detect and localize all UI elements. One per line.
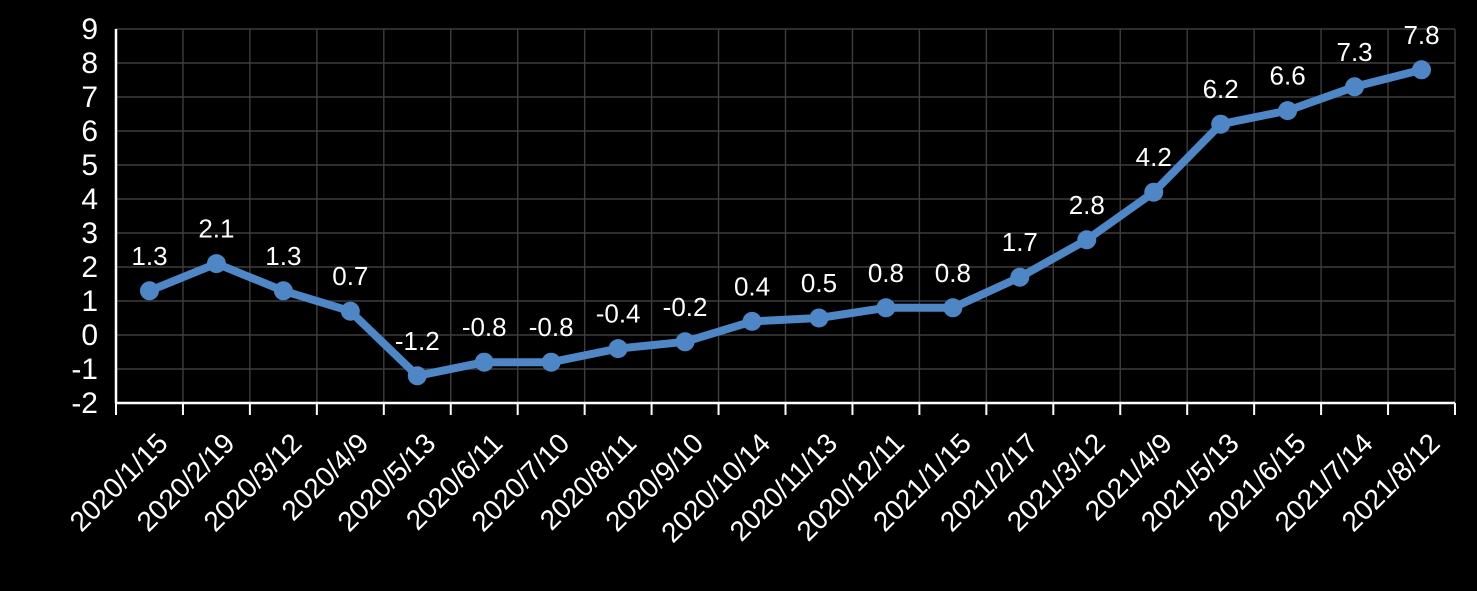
datapoint-label: 0.8 bbox=[868, 258, 904, 288]
data-point-marker bbox=[273, 281, 293, 301]
y-axis-tick-label: 0 bbox=[81, 319, 98, 352]
y-axis-tick-label: 9 bbox=[81, 13, 98, 46]
series-line bbox=[145, 65, 1426, 380]
datapoint-label: 0.5 bbox=[801, 268, 837, 298]
datapoint-label: 0.7 bbox=[332, 261, 368, 291]
data-point-marker bbox=[1345, 77, 1365, 97]
data-point-marker bbox=[474, 352, 494, 372]
data-point-marker bbox=[407, 366, 427, 386]
datapoint-label: -0.2 bbox=[663, 292, 708, 322]
datapoint-label: -0.4 bbox=[596, 299, 641, 329]
series-markers bbox=[139, 60, 1432, 386]
datapoint-label: -0.8 bbox=[462, 312, 507, 342]
y-axis-tick-label: 3 bbox=[81, 217, 98, 250]
y-axis-tick-label: 5 bbox=[81, 149, 98, 182]
datapoint-label: 2.8 bbox=[1069, 190, 1105, 220]
vertical-gridlines bbox=[182, 29, 1456, 403]
y-axis-tick-label: -1 bbox=[71, 353, 98, 386]
data-point-marker bbox=[608, 339, 628, 359]
data-point-marker bbox=[1010, 267, 1030, 287]
x-axis-labels: 2020/1/152020/2/192020/3/122020/4/92020/… bbox=[64, 427, 1446, 548]
data-point-marker bbox=[206, 254, 226, 274]
datapoint-label: 0.8 bbox=[935, 258, 971, 288]
data-point-marker bbox=[675, 332, 695, 352]
datapoint-label: 1.3 bbox=[265, 241, 301, 271]
data-point-marker bbox=[876, 298, 896, 318]
data-point-marker bbox=[1144, 182, 1164, 202]
datapoint-label: 6.2 bbox=[1203, 74, 1239, 104]
data-point-marker bbox=[742, 311, 762, 331]
datapoint-label: 0.4 bbox=[734, 271, 770, 301]
datapoint-label: 7.8 bbox=[1403, 20, 1439, 50]
datapoint-label: 7.3 bbox=[1336, 37, 1372, 67]
data-labels: 1.3 2.1 1.3 0.7 -1.2 -0.8 -0.8 -0.4 -0.2 0.4 0.5 0.… bbox=[131, 20, 1439, 356]
datapoint-label: -1.2 bbox=[395, 326, 440, 356]
y-axis-tick-label: 8 bbox=[81, 47, 98, 80]
y-axis-tick-label: 2 bbox=[81, 251, 98, 284]
datapoint-label: 1.7 bbox=[1002, 227, 1038, 257]
y-axis-tick-label: 4 bbox=[81, 183, 98, 216]
datapoint-label: 2.1 bbox=[198, 214, 234, 244]
datapoint-label: 4.2 bbox=[1136, 142, 1172, 172]
datapoint-label: -0.8 bbox=[529, 312, 574, 342]
data-point-marker bbox=[1278, 101, 1298, 121]
data-point-marker bbox=[340, 301, 360, 321]
data-point-marker bbox=[943, 298, 963, 318]
data-point-marker bbox=[1077, 230, 1097, 250]
data-point-marker bbox=[809, 308, 829, 328]
datapoint-label: 1.3 bbox=[131, 241, 167, 271]
y-axis-tick-label: 6 bbox=[81, 115, 98, 148]
data-point-marker bbox=[541, 352, 561, 372]
y-axis-tick-label: 7 bbox=[81, 81, 98, 114]
data-point-marker bbox=[1412, 60, 1432, 80]
data-point-marker bbox=[139, 281, 159, 301]
axes bbox=[114, 29, 1456, 415]
datapoint-label: 6.6 bbox=[1270, 61, 1306, 91]
y-axis-tick-label: -2 bbox=[71, 387, 98, 420]
y-axis-tick-label: 1 bbox=[81, 285, 98, 318]
data-point-marker bbox=[1211, 114, 1231, 134]
